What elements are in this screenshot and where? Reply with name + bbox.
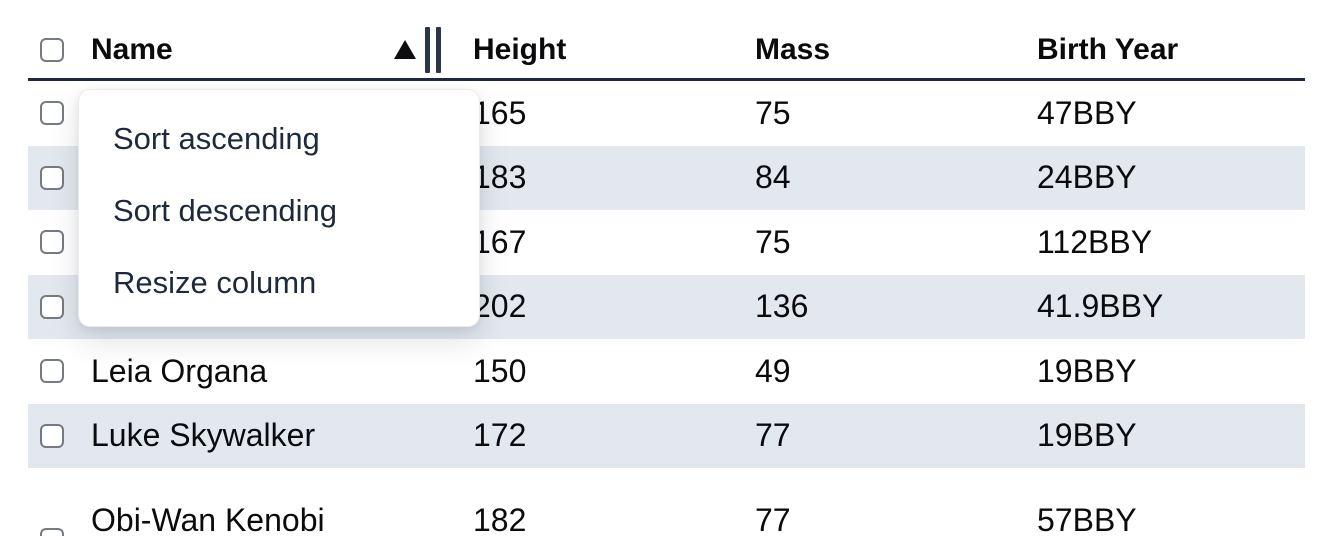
- cell-birth-year: 47BBY: [1024, 81, 1305, 146]
- cell-mass: 75: [742, 210, 1024, 275]
- row-checkbox[interactable]: [40, 101, 64, 126]
- column-header-name-label: Name: [91, 32, 173, 66]
- cell-height-text: 183: [473, 159, 527, 196]
- cell-name: Leia Organa: [78, 339, 460, 404]
- column-resize-handle-icon[interactable]: [425, 26, 441, 73]
- table-row: Luke Skywalker 172 77 19BBY: [28, 403, 1305, 469]
- cell-height-text: 150: [473, 352, 527, 389]
- row-select-cell: [28, 146, 78, 211]
- column-context-menu: Sort ascending Sort descending Resize co…: [78, 89, 480, 327]
- cell-birth-year-text: 57BBY: [1037, 501, 1137, 536]
- cell-height: 183: [460, 146, 742, 211]
- row-select-cell: [28, 81, 78, 146]
- table-row: Leia Organa 150 49 19BBY: [28, 339, 1305, 404]
- cell-birth-year: 41.9BBY: [1024, 275, 1305, 340]
- cell-height-text: 172: [473, 417, 527, 454]
- row-select-cell: [28, 488, 78, 536]
- row-checkbox[interactable]: [40, 230, 64, 255]
- menu-item-sort-ascending[interactable]: Sort ascending: [113, 121, 320, 156]
- column-header-mass-label: Mass: [755, 32, 831, 66]
- cell-mass: 136: [742, 275, 1024, 340]
- cell-mass: 84: [742, 146, 1024, 211]
- cell-height-text: 165: [473, 94, 527, 131]
- cell-height-text: 182: [473, 501, 527, 536]
- cell-mass-text: 136: [755, 288, 809, 325]
- row-checkbox[interactable]: [40, 423, 64, 448]
- row-select-cell: [28, 404, 78, 469]
- cell-name-text: Luke Skywalker: [91, 417, 316, 454]
- menu-item-resize-column[interactable]: Resize column: [113, 265, 317, 300]
- cell-birth-year: 19BBY: [1024, 404, 1305, 469]
- cell-mass-text: 75: [755, 223, 791, 260]
- cell-birth-year: 19BBY: [1024, 339, 1305, 404]
- cell-birth-year-text: 24BBY: [1037, 159, 1137, 196]
- cell-name-text: Obi-Wan Kenobi: [91, 501, 325, 536]
- column-header-mass[interactable]: Mass: [742, 21, 1024, 78]
- cell-birth-year-text: 112BBY: [1037, 223, 1153, 260]
- cell-mass: 77: [742, 404, 1024, 469]
- cell-mass-text: 75: [755, 94, 791, 131]
- cell-mass-text: 77: [755, 417, 791, 454]
- cell-mass-text: 77: [755, 501, 791, 536]
- column-header-height[interactable]: Height: [460, 21, 742, 78]
- cell-height-text: 167: [473, 223, 527, 260]
- column-header-height-label: Height: [473, 32, 567, 66]
- table-row: Obi-Wan Kenobi 182 77 57BBY: [28, 468, 1305, 536]
- cell-height: 182: [460, 488, 742, 536]
- column-header-name[interactable]: Name: [78, 21, 460, 78]
- cell-height: 202: [460, 275, 742, 340]
- row-select-cell: [28, 339, 78, 404]
- cell-birth-year-text: 41.9BBY: [1037, 288, 1164, 325]
- cell-name-text: Leia Organa: [91, 352, 268, 389]
- cell-mass: 49: [742, 339, 1024, 404]
- cell-birth-year: 112BBY: [1024, 210, 1305, 275]
- cell-name: Obi-Wan Kenobi: [78, 488, 460, 536]
- header-select-all-cell: [28, 21, 78, 78]
- row-select-cell: [28, 275, 78, 340]
- cell-birth-year: 24BBY: [1024, 146, 1305, 211]
- column-header-birth-year-label: Birth Year: [1037, 32, 1179, 66]
- cell-birth-year-text: 47BBY: [1037, 94, 1137, 131]
- cell-mass: 77: [742, 488, 1024, 536]
- column-header-birth-year[interactable]: Birth Year: [1024, 21, 1305, 78]
- cell-height: 165: [460, 81, 742, 146]
- cell-height: 150: [460, 339, 742, 404]
- cell-mass-text: 84: [755, 159, 791, 196]
- cell-birth-year: 57BBY: [1024, 488, 1305, 536]
- sort-ascending-icon: [394, 40, 416, 59]
- cell-mass: 75: [742, 81, 1024, 146]
- cell-height-text: 202: [473, 288, 527, 325]
- row-checkbox[interactable]: [40, 294, 64, 319]
- row-checkbox[interactable]: [40, 165, 64, 190]
- cell-name: Luke Skywalker: [78, 404, 460, 469]
- cell-height: 167: [460, 210, 742, 275]
- cell-height: 172: [460, 404, 742, 469]
- row-select-cell: [28, 210, 78, 275]
- table-header-row: Name Height Mass Birth Year: [28, 0, 1305, 81]
- row-checkbox[interactable]: [40, 359, 64, 384]
- row-checkbox[interactable]: [40, 528, 64, 536]
- cell-birth-year-text: 19BBY: [1037, 417, 1137, 454]
- cell-birth-year-text: 19BBY: [1037, 352, 1137, 389]
- menu-item-sort-descending[interactable]: Sort descending: [113, 193, 338, 228]
- cell-mass-text: 49: [755, 352, 791, 389]
- select-all-checkbox[interactable]: [40, 37, 64, 62]
